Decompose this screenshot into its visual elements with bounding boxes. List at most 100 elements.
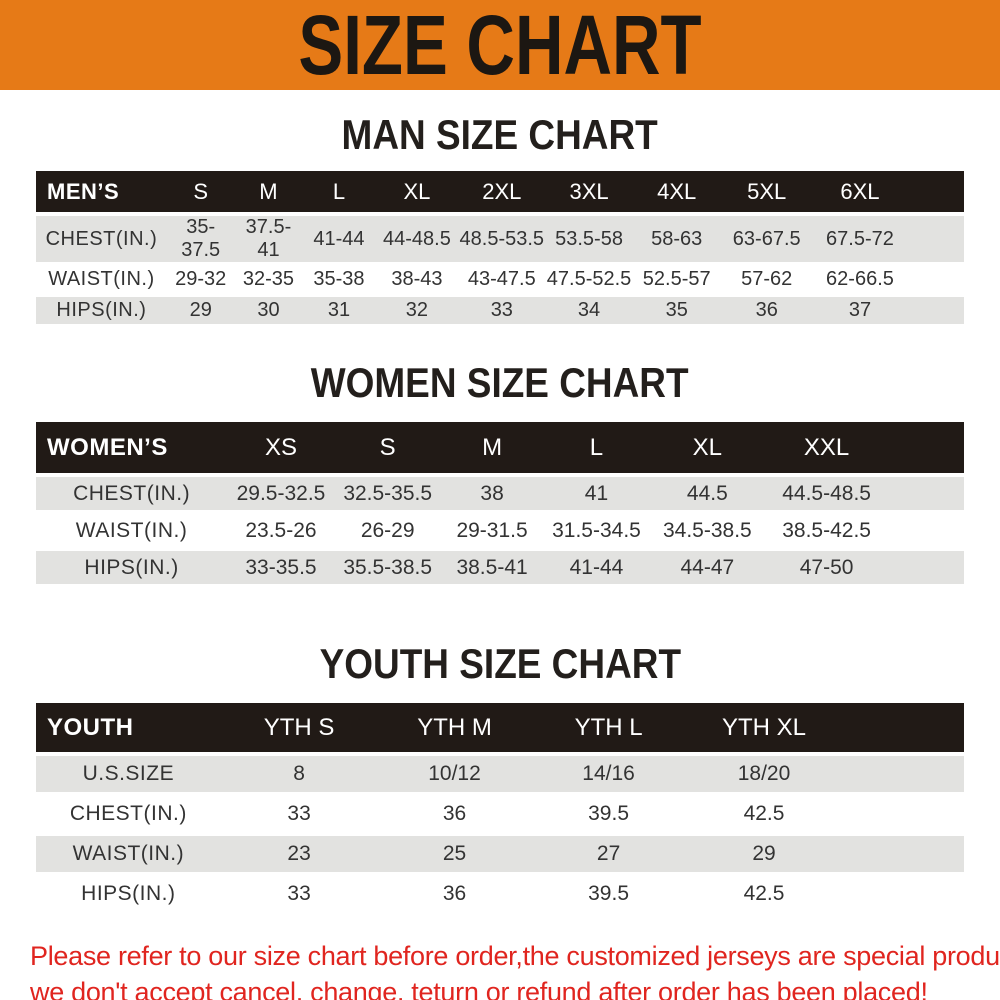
women-table-label: WOMEN’S	[36, 422, 228, 477]
men-size-header: M	[234, 171, 303, 216]
size-value-cell: 38-43	[375, 264, 459, 297]
size-value-cell: 44.5	[649, 475, 766, 514]
men-chest-row: CHEST(IN.) 35-37.5 37.5-41 41-44 44-48.5…	[36, 214, 964, 266]
size-value-cell: 27	[531, 834, 686, 876]
size-value-cell: 35.5-38.5	[334, 549, 441, 588]
youth-chest-row: CHEST(IN.) 33 36 39.5 42.5	[36, 794, 964, 836]
row-label: WAIST(IN.)	[36, 512, 228, 551]
size-value-cell: 36	[377, 874, 532, 916]
size-value-cell: 29	[166, 295, 235, 328]
women-size-table: WOMEN’S XS S M L XL XXL CHEST(IN.) 29.5-…	[36, 422, 964, 588]
spacer-cell	[887, 422, 964, 477]
size-value-cell: 29-31.5	[440, 512, 544, 551]
size-value-cell: 23	[220, 834, 378, 876]
size-value-cell: 39.5	[531, 874, 686, 916]
size-value-cell: 36	[377, 794, 532, 836]
size-value-cell: 33-35.5	[227, 549, 335, 588]
spacer-cell	[842, 834, 964, 876]
women-section-heading-text: WOMEN SIZE CHART	[311, 359, 689, 406]
size-value-cell: 43-47.5	[458, 264, 546, 297]
spacer-cell	[907, 295, 964, 328]
size-value-cell: 30	[234, 295, 303, 328]
size-value-cell: 29-32	[166, 264, 235, 297]
size-value-cell: 33	[220, 874, 378, 916]
size-value-cell: 8	[220, 754, 378, 796]
spacer-cell	[887, 475, 964, 514]
women-size-header: XS	[227, 422, 335, 477]
men-size-header: L	[302, 171, 376, 216]
spacer-cell	[842, 874, 964, 916]
spacer-cell	[887, 512, 964, 551]
disclaimer-line-1: Please refer to our size chart before or…	[30, 941, 1000, 971]
size-value-cell: 26-29	[334, 512, 441, 551]
size-value-cell: 33	[220, 794, 378, 836]
men-size-table: MEN’S S M L XL 2XL 3XL 4XL 5XL 6XL CHEST…	[36, 171, 964, 328]
row-label: CHEST(IN.)	[36, 794, 221, 836]
women-size-header: M	[440, 422, 544, 477]
men-section-heading: MAN SIZE CHART	[0, 90, 1000, 157]
row-label: CHEST(IN.)	[36, 214, 167, 266]
size-value-cell: 29.5-32.5	[227, 475, 335, 514]
disclaimer-note: Please refer to our size chart before or…	[0, 916, 1000, 1000]
men-size-header: 6XL	[812, 171, 908, 216]
size-value-cell: 31.5-34.5	[543, 512, 650, 551]
size-value-cell: 35-37.5	[166, 214, 235, 266]
men-size-header: XL	[375, 171, 459, 216]
page-title: SIZE CHART	[298, 0, 702, 92]
men-size-header: 2XL	[458, 171, 546, 216]
spacer-cell	[907, 214, 964, 266]
youth-size-table: YOUTH YTH S YTH M YTH L YTH XL U.S.SIZE …	[36, 703, 964, 916]
size-value-cell: 53.5-58	[545, 214, 633, 266]
size-value-cell: 39.5	[531, 794, 686, 836]
size-value-cell: 23.5-26	[227, 512, 335, 551]
youth-size-header: YTH XL	[685, 703, 843, 756]
spacer-cell	[907, 264, 964, 297]
men-size-header: 5XL	[720, 171, 813, 216]
women-waist-row: WAIST(IN.) 23.5-26 26-29 29-31.5 31.5-34…	[36, 512, 964, 551]
youth-table-label: YOUTH	[36, 703, 221, 756]
women-hips-row: HIPS(IN.) 33-35.5 35.5-38.5 38.5-41 41-4…	[36, 549, 964, 588]
women-size-header: XL	[649, 422, 766, 477]
size-value-cell: 25	[377, 834, 532, 876]
size-value-cell: 31	[302, 295, 376, 328]
disclaimer-line-2: we don't accept cancel, change, teturn o…	[30, 977, 928, 1000]
size-value-cell: 10/12	[377, 754, 532, 796]
size-value-cell: 37	[812, 295, 908, 328]
youth-section-heading-text: YOUTH SIZE CHART	[319, 640, 681, 687]
size-value-cell: 38.5-42.5	[765, 512, 888, 551]
row-label: HIPS(IN.)	[36, 549, 228, 588]
size-value-cell: 34.5-38.5	[649, 512, 766, 551]
men-table-label: MEN’S	[36, 171, 167, 216]
size-value-cell: 37.5-41	[234, 214, 303, 266]
men-size-header: S	[166, 171, 235, 216]
size-value-cell: 41-44	[302, 214, 376, 266]
men-hips-row: HIPS(IN.) 29 30 31 32 33 34 35 36 37	[36, 295, 964, 328]
women-size-header: XXL	[765, 422, 888, 477]
size-value-cell: 44.5-48.5	[765, 475, 888, 514]
women-section-heading: WOMEN SIZE CHART	[0, 328, 1000, 405]
size-value-cell: 62-66.5	[812, 264, 908, 297]
size-value-cell: 41-44	[543, 549, 650, 588]
youth-ussize-row: U.S.SIZE 8 10/12 14/16 18/20	[36, 754, 964, 796]
women-size-header: L	[543, 422, 650, 477]
spacer-cell	[842, 754, 964, 796]
size-value-cell: 48.5-53.5	[458, 214, 546, 266]
size-value-cell: 52.5-57	[632, 264, 721, 297]
size-value-cell: 44-47	[649, 549, 766, 588]
youth-size-header: YTH S	[220, 703, 378, 756]
men-section-heading-text: MAN SIZE CHART	[341, 111, 659, 158]
size-value-cell: 67.5-72	[812, 214, 908, 266]
size-value-cell: 29	[685, 834, 843, 876]
youth-header-row: YOUTH YTH S YTH M YTH L YTH XL	[36, 703, 964, 756]
size-value-cell: 63-67.5	[720, 214, 813, 266]
men-waist-row: WAIST(IN.) 29-32 32-35 35-38 38-43 43-47…	[36, 264, 964, 297]
size-value-cell: 34	[545, 295, 633, 328]
row-label: HIPS(IN.)	[36, 295, 167, 328]
size-value-cell: 35	[632, 295, 721, 328]
size-value-cell: 32-35	[234, 264, 303, 297]
row-label: CHEST(IN.)	[36, 475, 228, 514]
size-value-cell: 47.5-52.5	[545, 264, 633, 297]
row-label: WAIST(IN.)	[36, 834, 221, 876]
youth-waist-row: WAIST(IN.) 23 25 27 29	[36, 834, 964, 876]
size-value-cell: 38	[440, 475, 544, 514]
